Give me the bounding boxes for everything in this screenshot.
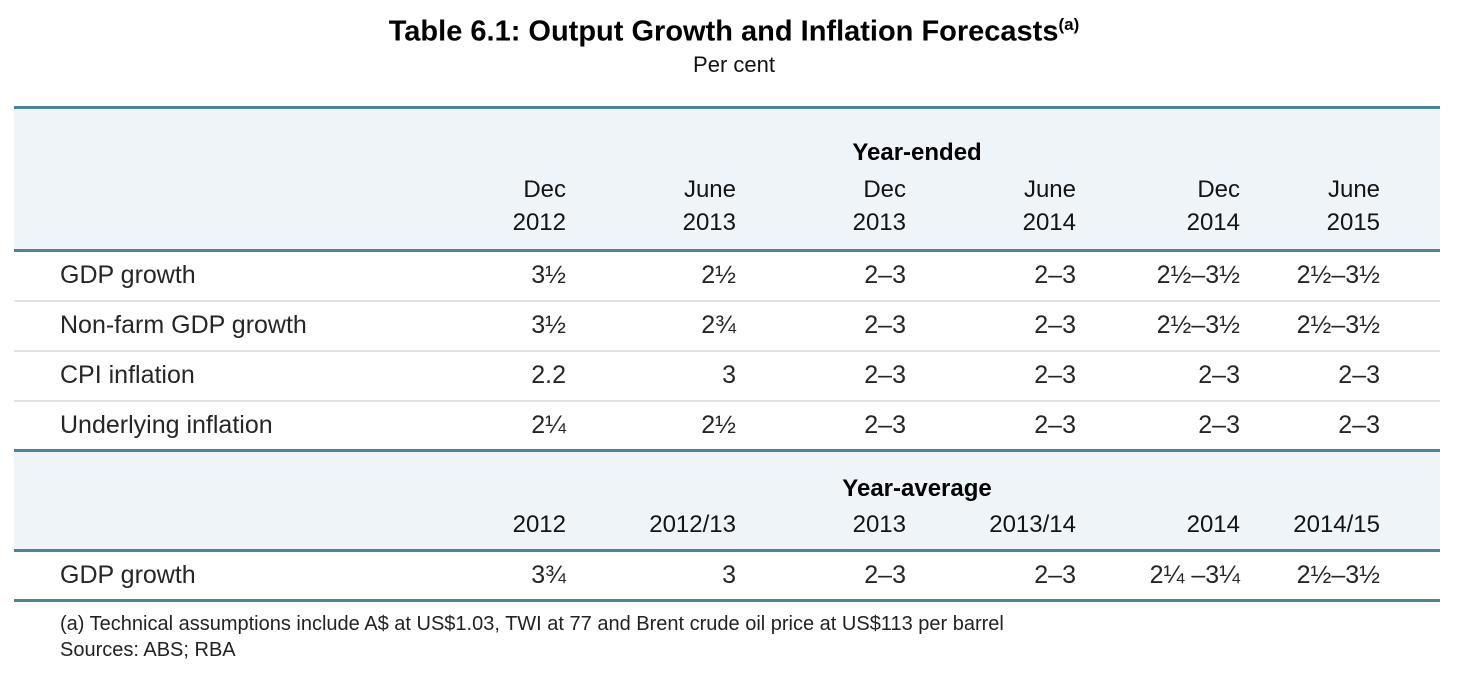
- value-cell: 3: [566, 550, 736, 603]
- col-head-line: Dec: [523, 176, 566, 204]
- col-head-dec-2014: Dec 2014: [1076, 173, 1240, 253]
- value-cell: 3½: [394, 250, 566, 302]
- col-head-dec-2012: Dec 2012: [394, 173, 566, 253]
- value-cell: 2½: [566, 250, 736, 302]
- value-cell: 2¾: [566, 300, 736, 352]
- row-label: GDP growth: [14, 250, 394, 302]
- value-cell: 2½–3½: [1076, 300, 1240, 352]
- value-cell: 2–3: [736, 250, 906, 302]
- col-head-line: 2013: [852, 209, 906, 237]
- value-cell: 3: [566, 350, 736, 402]
- empty-cell: [14, 449, 394, 509]
- value-cell: 3¾: [394, 550, 566, 603]
- col-head-line: Dec: [1197, 176, 1240, 204]
- value-cell: 2½–3½: [1076, 250, 1240, 302]
- value-cell: 2¼: [394, 400, 566, 452]
- value-cell: 2–3: [906, 250, 1076, 302]
- forecast-table: Year-ended Dec 2012 June 2013 Dec 2013 J…: [14, 105, 1441, 603]
- col-head-june-2013: June 2013: [566, 173, 736, 253]
- title-footnote-marker: (a): [1058, 15, 1080, 34]
- col-head-2012: 2012: [394, 508, 566, 553]
- table-subtitle: Per cent: [693, 51, 775, 77]
- col-head-line: 2014: [1186, 209, 1240, 237]
- footnote-sources: Sources: ABS; RBA: [60, 639, 236, 662]
- value-cell: 2½–3½: [1240, 300, 1441, 352]
- footnotes-block: (a) Technical assumptions include A$ at …: [60, 611, 1468, 663]
- title-block: Table 6.1: Output Growth and Inflation F…: [0, 0, 1468, 79]
- page-title-text: Table 6.1: Output Growth and Inflation F…: [388, 15, 1059, 48]
- empty-cell: [14, 107, 394, 174]
- row-label: Non-farm GDP growth: [14, 300, 394, 352]
- col-head-line: 2013: [682, 209, 736, 237]
- col-head-2013-14: 2013/14: [906, 508, 1076, 553]
- table-row-cpi-inflation: CPI inflation 2.2 3 2–3 2–3 2–3 2–3: [14, 350, 1441, 402]
- table-row-non-farm-gdp-growth: Non-farm GDP growth 3½ 2¾ 2–3 2–3 2½–3½ …: [14, 300, 1441, 352]
- section-header-year-ended: Year-ended: [394, 107, 1441, 174]
- col-head-june-2015: June 2015: [1240, 173, 1441, 253]
- value-cell: 2–3: [736, 350, 906, 402]
- value-cell: 2½–3½: [1240, 250, 1441, 302]
- value-cell: 2–3: [736, 400, 906, 452]
- value-cell: 3½: [394, 300, 566, 352]
- value-cell: 2–3: [736, 300, 906, 352]
- col-head-2014-15: 2014/15: [1240, 508, 1441, 553]
- value-cell: 2–3: [906, 350, 1076, 402]
- row-label: Underlying inflation: [14, 400, 394, 452]
- value-cell: 2½: [566, 400, 736, 452]
- section-year-average-header-row: Year-average: [14, 449, 1441, 509]
- col-head-line: June: [1327, 176, 1381, 204]
- empty-cell: [14, 508, 394, 553]
- table-row-gdp-growth: GDP growth 3½ 2½ 2–3 2–3 2½–3½ 2½–3½: [14, 250, 1441, 302]
- col-head-line: 2012: [512, 209, 566, 237]
- col-head-2014: 2014: [1076, 508, 1240, 553]
- value-cell: 2.2: [394, 350, 566, 402]
- col-head-line: 2014: [1022, 209, 1076, 237]
- year-average-column-heads: 2012 2012/13 2013 2013/14 2014 2014/15: [14, 508, 1441, 553]
- col-head-line: 2015: [1326, 209, 1381, 237]
- value-cell: 2¼ –3¼: [1076, 550, 1240, 603]
- value-cell: 2–3: [1240, 400, 1441, 452]
- col-head-line: June: [1023, 176, 1076, 204]
- value-cell: 2–3: [906, 300, 1076, 352]
- col-head-june-2014: June 2014: [906, 173, 1076, 253]
- table-row-gdp-growth-year-average: GDP growth 3¾ 3 2–3 2–3 2¼ –3¼ 2½–3½: [14, 550, 1441, 603]
- table-row-underlying-inflation: Underlying inflation 2¼ 2½ 2–3 2–3 2–3 2…: [14, 400, 1441, 452]
- col-head-2012-13: 2012/13: [566, 508, 736, 553]
- value-cell: 2–3: [906, 550, 1076, 603]
- section-header-year-average: Year-average: [394, 449, 1441, 509]
- empty-cell: [14, 173, 394, 253]
- value-cell: 2½–3½: [1240, 550, 1441, 603]
- col-head-line: Dec: [863, 176, 906, 204]
- col-head-dec-2013: Dec 2013: [736, 173, 906, 253]
- row-label: GDP growth: [14, 550, 394, 603]
- year-ended-column-heads: Dec 2012 June 2013 Dec 2013 June 2014 De…: [14, 173, 1441, 253]
- row-label: CPI inflation: [14, 350, 394, 402]
- col-head-2013: 2013: [736, 508, 906, 553]
- section-year-ended-header-row: Year-ended: [14, 107, 1441, 174]
- value-cell: 2–3: [736, 550, 906, 603]
- value-cell: 2–3: [1076, 350, 1240, 402]
- value-cell: 2–3: [1240, 350, 1441, 402]
- col-head-line: June: [683, 176, 736, 204]
- footnote-technical-assumptions: (a) Technical assumptions include A$ at …: [60, 613, 1004, 636]
- value-cell: 2–3: [1076, 400, 1240, 452]
- page-title: Table 6.1: Output Growth and Inflation F…: [0, 8, 1468, 49]
- value-cell: 2–3: [906, 400, 1076, 452]
